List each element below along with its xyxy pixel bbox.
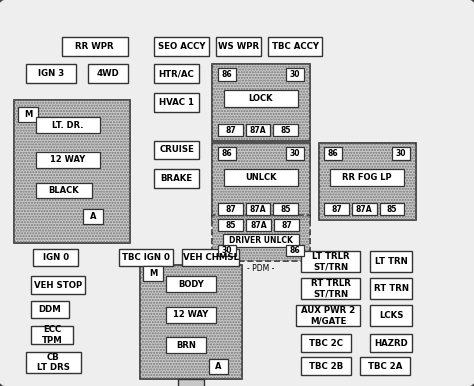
Text: 87: 87 xyxy=(225,205,236,214)
Bar xyxy=(26,64,76,83)
Text: TBC ACCY: TBC ACCY xyxy=(272,42,319,51)
Text: A: A xyxy=(90,212,96,221)
Bar xyxy=(268,37,322,56)
Text: CRUISE: CRUISE xyxy=(159,145,194,154)
Bar xyxy=(154,141,199,159)
Bar xyxy=(154,169,199,188)
Bar xyxy=(118,249,173,266)
Bar xyxy=(301,357,351,375)
Bar xyxy=(178,379,204,386)
Bar xyxy=(212,215,310,261)
Text: TBC 2C: TBC 2C xyxy=(309,339,343,348)
Bar xyxy=(212,64,310,141)
Text: HVAC 1: HVAC 1 xyxy=(159,98,194,107)
Bar xyxy=(33,249,78,266)
Text: IGN 3: IGN 3 xyxy=(38,69,64,78)
Text: 4WD: 4WD xyxy=(97,69,119,78)
Bar xyxy=(380,203,404,215)
Bar xyxy=(324,203,349,215)
Text: M: M xyxy=(149,269,157,278)
Bar xyxy=(218,68,236,81)
Text: BLACK: BLACK xyxy=(49,186,79,195)
Text: TBC IGN 0: TBC IGN 0 xyxy=(122,253,170,262)
Bar xyxy=(143,266,163,281)
Text: WS WPR: WS WPR xyxy=(218,42,259,51)
Bar xyxy=(31,276,85,294)
Text: LT TRN: LT TRN xyxy=(374,257,408,266)
Bar xyxy=(246,203,271,215)
Text: A: A xyxy=(215,362,222,371)
Bar xyxy=(286,68,304,81)
Bar xyxy=(36,183,92,198)
Text: TBC 2A: TBC 2A xyxy=(368,362,402,371)
Bar xyxy=(140,265,242,379)
Text: RR FOG LP: RR FOG LP xyxy=(342,173,392,182)
Text: DDM: DDM xyxy=(38,305,61,314)
Bar xyxy=(218,203,243,215)
Bar xyxy=(182,249,239,266)
Text: HTR/AC: HTR/AC xyxy=(159,69,194,78)
Bar xyxy=(166,307,216,323)
Text: 87A: 87A xyxy=(250,220,267,230)
Text: 30: 30 xyxy=(290,70,300,79)
Bar xyxy=(212,143,310,220)
Bar xyxy=(296,305,360,326)
Bar xyxy=(370,251,412,272)
Text: 85: 85 xyxy=(387,205,397,214)
Text: CB
LT DRS: CB LT DRS xyxy=(37,353,70,372)
Text: LOCK: LOCK xyxy=(249,94,273,103)
Text: 87: 87 xyxy=(281,220,292,230)
Bar xyxy=(26,352,81,373)
Bar xyxy=(324,147,342,160)
Bar xyxy=(166,337,206,353)
Text: 86: 86 xyxy=(290,246,301,255)
Bar xyxy=(246,124,271,136)
Bar xyxy=(140,265,242,379)
Bar xyxy=(330,169,404,186)
Text: 86: 86 xyxy=(222,149,232,158)
Bar xyxy=(319,143,416,220)
Bar xyxy=(370,305,412,326)
Text: 87: 87 xyxy=(331,205,342,214)
Text: - PDM -: - PDM - xyxy=(247,264,274,273)
Bar xyxy=(319,143,416,220)
Bar xyxy=(31,326,73,344)
Bar xyxy=(212,143,310,220)
Bar xyxy=(370,334,412,352)
Text: 30: 30 xyxy=(290,149,300,158)
Bar xyxy=(273,219,299,231)
Text: 12 WAY: 12 WAY xyxy=(50,155,85,164)
Bar xyxy=(83,209,103,224)
Text: VEH CHMSL: VEH CHMSL xyxy=(183,253,239,262)
Text: SEO ACCY: SEO ACCY xyxy=(157,42,205,51)
Bar xyxy=(273,203,298,215)
Text: 12 WAY: 12 WAY xyxy=(173,310,209,320)
Bar xyxy=(36,152,100,168)
Bar xyxy=(216,37,261,56)
Bar xyxy=(301,334,351,352)
Bar xyxy=(286,245,304,256)
Text: 30: 30 xyxy=(221,246,232,255)
Text: LT. DR.: LT. DR. xyxy=(52,120,83,130)
Bar xyxy=(224,169,298,186)
Text: 87: 87 xyxy=(225,125,236,135)
Text: BODY: BODY xyxy=(178,279,204,289)
Bar xyxy=(360,357,410,375)
Bar xyxy=(223,234,299,247)
Bar xyxy=(212,215,310,261)
Text: RR WPR: RR WPR xyxy=(75,42,114,51)
Bar xyxy=(36,117,100,133)
Text: VEH STOP: VEH STOP xyxy=(34,281,82,290)
Bar xyxy=(18,107,38,122)
Text: LT TRLR
ST/TRN: LT TRLR ST/TRN xyxy=(312,252,349,271)
Text: 85: 85 xyxy=(225,220,236,230)
Text: 87A: 87A xyxy=(250,205,266,214)
Text: IGN 0: IGN 0 xyxy=(43,253,69,262)
Bar xyxy=(212,64,310,141)
Bar xyxy=(352,203,377,215)
Text: BRAKE: BRAKE xyxy=(161,174,192,183)
Text: 85: 85 xyxy=(281,125,291,135)
Bar xyxy=(31,301,69,318)
Text: 30: 30 xyxy=(396,149,406,158)
